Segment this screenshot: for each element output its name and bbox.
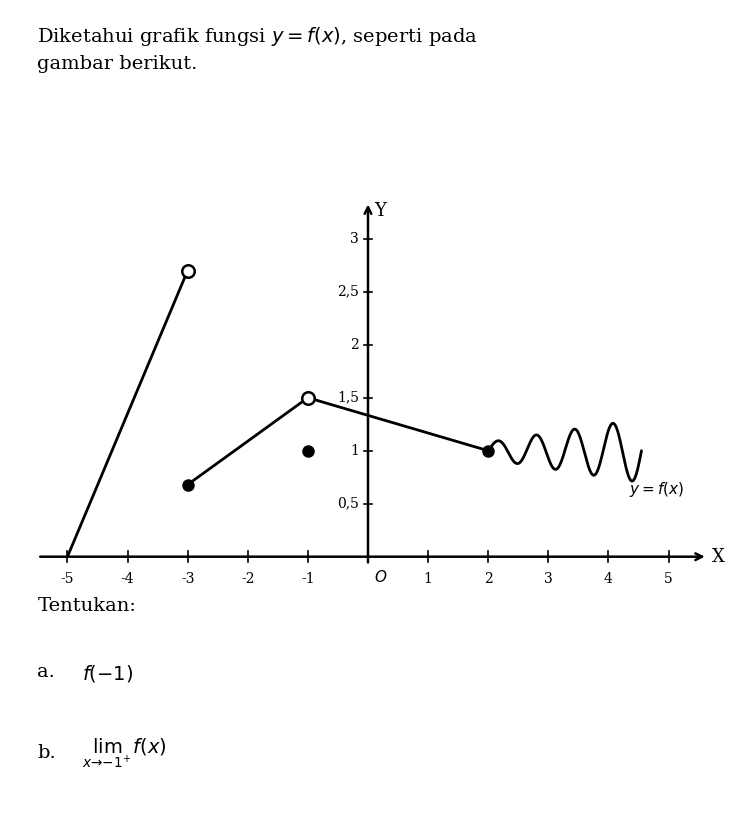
Text: Diketahui grafik fungsi $y = f(x)$, seperti pada
gambar berikut.: Diketahui grafik fungsi $y = f(x)$, sepe… <box>37 25 478 73</box>
Text: 4: 4 <box>604 572 613 586</box>
Text: -1: -1 <box>301 572 315 586</box>
Text: -3: -3 <box>181 572 194 586</box>
Text: 2,5: 2,5 <box>337 285 359 299</box>
Text: b.: b. <box>37 744 56 762</box>
Text: -4: -4 <box>120 572 135 586</box>
Text: 0,5: 0,5 <box>337 497 359 510</box>
Text: 2: 2 <box>350 338 359 352</box>
Text: 1: 1 <box>423 572 432 586</box>
Text: 5: 5 <box>664 572 673 586</box>
Text: 2: 2 <box>484 572 493 586</box>
Text: $O$: $O$ <box>374 569 387 586</box>
Text: 1,5: 1,5 <box>337 391 359 405</box>
Text: 1: 1 <box>350 443 359 458</box>
Text: -2: -2 <box>241 572 254 586</box>
Text: X: X <box>712 548 725 566</box>
Text: $y = f(x)$: $y = f(x)$ <box>630 480 684 499</box>
Text: 3: 3 <box>544 572 553 586</box>
Text: -5: -5 <box>61 572 74 586</box>
Text: Y: Y <box>374 201 386 219</box>
Text: Tentukan:: Tentukan: <box>37 597 136 615</box>
Text: 3: 3 <box>350 231 359 245</box>
Text: a.: a. <box>37 663 55 681</box>
Text: $\lim_{x\to -1^+} f(x)$: $\lim_{x\to -1^+} f(x)$ <box>82 736 167 770</box>
Text: $f(-1)$: $f(-1)$ <box>82 663 133 684</box>
